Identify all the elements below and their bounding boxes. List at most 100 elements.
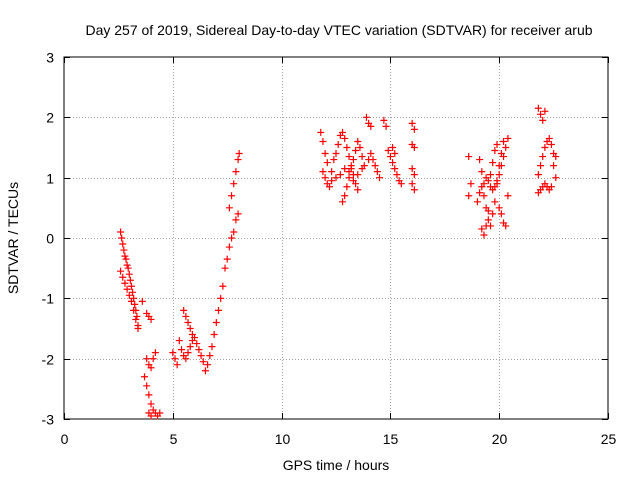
data-point xyxy=(367,122,375,130)
data-point xyxy=(339,128,347,136)
data-point xyxy=(495,171,503,179)
data-point xyxy=(502,222,510,230)
data-point xyxy=(491,147,499,155)
data-point xyxy=(484,177,492,185)
data-point xyxy=(539,116,547,124)
data-point xyxy=(143,382,151,390)
data-point xyxy=(552,153,560,161)
data-point xyxy=(537,110,545,118)
data-point xyxy=(410,144,418,151)
data-point xyxy=(482,222,490,230)
data-point xyxy=(367,150,375,158)
data-point xyxy=(214,306,222,314)
data-point xyxy=(480,180,488,188)
data-point xyxy=(332,174,340,182)
data-point xyxy=(376,174,384,182)
data-point xyxy=(212,318,220,326)
x-axis-label: GPS time / hours xyxy=(283,457,390,473)
data-point xyxy=(223,255,231,263)
data-point xyxy=(497,150,505,158)
data-point xyxy=(221,264,229,272)
data-point xyxy=(341,192,349,200)
data-point xyxy=(321,174,329,182)
data-point xyxy=(539,153,547,161)
data-point xyxy=(328,168,336,176)
data-point xyxy=(362,113,370,121)
data-point xyxy=(495,204,503,212)
data-point xyxy=(493,180,501,188)
data-point xyxy=(391,150,399,158)
data-point xyxy=(389,159,397,167)
data-point xyxy=(384,147,392,155)
data-point xyxy=(117,267,125,275)
data-point xyxy=(332,150,340,158)
data-point xyxy=(206,352,214,360)
y-tick-label: -1 xyxy=(42,291,55,307)
data-point xyxy=(138,297,146,305)
data-point xyxy=(127,297,135,305)
data-point xyxy=(336,171,344,179)
data-point xyxy=(391,165,399,173)
data-point xyxy=(317,128,325,136)
data-point xyxy=(232,168,240,176)
data-point xyxy=(208,343,216,351)
data-point xyxy=(541,144,549,151)
data-point xyxy=(186,343,194,351)
y-tick-label: 1 xyxy=(46,171,54,187)
data-point xyxy=(178,346,186,354)
data-point xyxy=(354,186,362,194)
data-point xyxy=(339,198,347,206)
data-point xyxy=(175,337,183,345)
data-point xyxy=(365,156,373,164)
grid xyxy=(64,57,608,419)
data-point xyxy=(121,279,129,287)
data-point xyxy=(156,409,164,417)
y-tick-label: 0 xyxy=(46,231,54,247)
data-point xyxy=(495,162,503,170)
data-point xyxy=(123,261,131,269)
data-point xyxy=(147,364,155,372)
data-point xyxy=(230,228,238,236)
data-point xyxy=(126,276,134,284)
data-point xyxy=(147,412,155,420)
data-point xyxy=(132,315,140,323)
data-point xyxy=(186,325,194,332)
data-point xyxy=(504,134,512,142)
data-point xyxy=(373,168,381,176)
y-tick-label: 3 xyxy=(46,50,54,66)
data-point xyxy=(173,361,181,369)
data-point xyxy=(201,367,209,375)
data-point xyxy=(408,119,416,127)
data-point xyxy=(547,140,555,148)
data-point xyxy=(497,210,505,218)
data-point xyxy=(408,165,416,173)
data-point xyxy=(502,144,510,151)
data-point xyxy=(397,180,405,188)
data-point xyxy=(380,116,388,124)
data-point xyxy=(493,140,501,148)
data-point xyxy=(343,183,351,191)
data-point xyxy=(171,355,179,363)
data-point xyxy=(122,255,130,263)
data-point xyxy=(478,168,486,176)
data-point xyxy=(478,225,486,233)
data-points xyxy=(117,104,560,420)
data-point xyxy=(197,352,205,360)
data-point xyxy=(393,171,401,179)
data-point xyxy=(119,273,127,281)
data-point xyxy=(121,252,129,260)
data-point xyxy=(147,315,155,323)
x-tick-label: 10 xyxy=(275,431,291,447)
data-point xyxy=(410,171,418,179)
data-point xyxy=(486,171,494,179)
data-point xyxy=(232,216,240,224)
data-point xyxy=(349,156,357,164)
y-tick-label: -2 xyxy=(42,352,55,368)
data-point xyxy=(408,180,416,188)
data-point xyxy=(410,186,418,194)
data-point xyxy=(169,349,177,357)
data-point xyxy=(199,358,207,366)
data-point xyxy=(356,144,364,151)
data-point xyxy=(484,216,492,224)
